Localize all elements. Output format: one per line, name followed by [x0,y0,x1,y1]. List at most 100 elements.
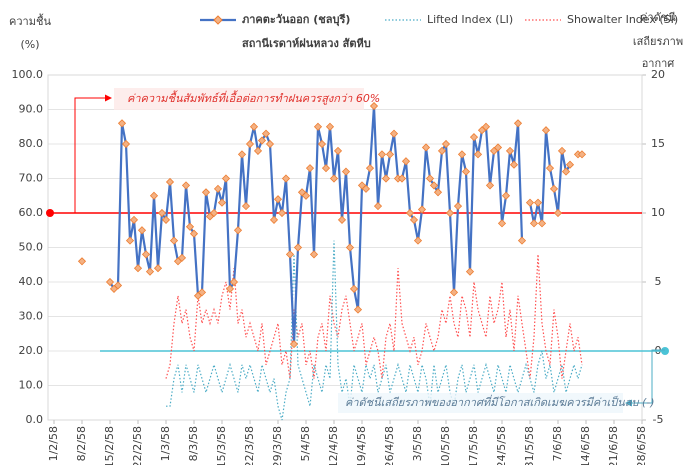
data-point [457,150,467,159]
data-point [161,215,171,224]
y2-tick-label: -5 [653,413,664,426]
data-point [325,122,335,131]
legend-label: Lifted Index (LI) [427,13,513,26]
y2-label: เสถียรภาพ [633,35,683,48]
data-point [345,243,355,252]
data-point [365,164,375,173]
x-tick-label: 24/5/58 [495,426,508,465]
data-point [381,174,391,183]
legend-label: Showalter Index (SI) [567,13,678,26]
data-point [505,146,515,155]
data-point [121,139,131,149]
legend-label: ภาคตะวันออก (ชลบุรี) [242,13,350,27]
x-tick-label: 12/4/58 [327,426,340,465]
data-point [473,150,483,159]
y-tick-label: 70.0 [19,172,44,185]
x-tick-label: 1/3/58 [159,426,172,461]
annotation: ค่าความชื้นสัมพัทธ์ที่เอื้อต่อการทำฝนควร… [127,90,380,105]
data-point [529,219,539,228]
data-point [461,167,471,176]
y2-tick-label: 10 [651,206,665,219]
data-point [441,139,451,149]
x-tick-label: 26/4/58 [383,426,396,465]
series-line [165,254,583,379]
data-point [409,215,419,224]
data-point [77,257,87,266]
y2-tick-label: 20 [651,68,665,81]
data-point [353,305,363,314]
data-point [289,340,299,349]
data-point [281,174,291,183]
data-point [497,219,507,228]
data-point [553,208,563,218]
data-point [113,281,123,290]
y2-tick-label: 15 [651,137,665,150]
data-point [545,164,555,173]
data-point [445,208,455,218]
y-tick-label: 20.0 [19,344,44,357]
data-point [317,139,327,149]
data-point [513,119,523,128]
data-point [321,164,331,173]
x-tick-label: 15/3/58 [215,426,228,465]
x-tick-label: 8/2/58 [75,426,88,461]
threshold-dot [46,209,54,217]
y2-label: ค่าดัชนี [640,11,676,24]
y-tick-label: 90.0 [19,103,44,116]
data-point [309,250,319,259]
x-tick-label: 28/6/58 [635,426,648,465]
x-tick-label: 10/5/58 [439,426,452,465]
data-point [425,174,435,183]
x-tick-label: 1/2/58 [47,426,60,461]
data-point [197,288,207,297]
data-point [465,267,475,276]
data-point [449,288,459,297]
data-point [329,174,339,183]
data-point [125,236,135,245]
data-point [501,191,511,200]
data-point [169,236,179,245]
data-point [373,202,383,211]
data-point [437,146,447,155]
data-point [337,215,347,224]
data-point [405,208,415,218]
x-tick-label: 8/3/58 [187,426,200,461]
y-tick-label: 0.0 [26,413,44,426]
data-point [333,146,343,155]
data-point [377,150,387,159]
data-point [105,277,115,287]
data-point [369,101,379,111]
data-point [185,222,195,231]
legend-note: สถานีเรดาห์ฝนหลวง สัตหีบ [242,37,371,50]
x-tick-label: 19/4/58 [355,426,368,465]
y-tick-label: 10.0 [19,379,44,392]
data-point [213,184,223,193]
plot: 0.0 10.0 20.0 30.0 40.0 50.0 60.0 70.0 80.0 90.0 1… [12,68,669,465]
y2-tick-label: 5 [655,275,662,288]
data-point [385,150,395,159]
y-tick-label: 30.0 [19,310,44,323]
data-point [245,139,255,149]
data-point [181,181,191,190]
data-point [129,215,139,224]
data-point [257,136,267,145]
data-point [145,267,155,276]
data-point [305,164,315,173]
data-point [313,122,323,131]
x-tick-label: 21/6/58 [607,426,620,465]
data-point [157,208,167,218]
data-point [217,198,227,207]
data-point [417,205,427,214]
data-point [293,243,303,252]
plot-frame [47,74,643,421]
data-point [221,174,231,183]
y-tick-label: 100.0 [12,68,44,81]
data-point [269,215,279,224]
y2-label: อากาศ [642,57,675,70]
data-point [253,146,263,155]
data-point [137,226,147,235]
data-point [233,226,243,235]
data-point [285,250,295,259]
